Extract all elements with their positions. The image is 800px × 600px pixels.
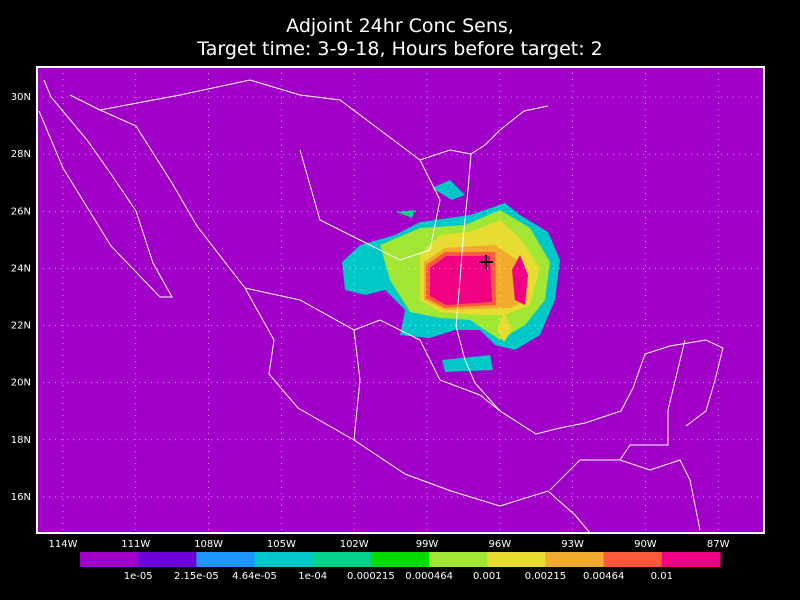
lat-label: 28N: [11, 149, 31, 160]
colorbar: 1e-05 2.15e-05 4.64e-05 1e-04 0.000215 0.0004…: [80, 552, 721, 582]
colorbar-swatch: [138, 552, 197, 567]
lon-label: 99W: [416, 539, 439, 550]
colorbar-label: 0.00215: [525, 571, 566, 582]
lat-label: 18N: [11, 435, 31, 446]
lat-label: 20N: [11, 378, 31, 389]
lat-label: 26N: [11, 206, 31, 217]
colorbar-swatch: [487, 552, 546, 567]
map-layer: [37, 67, 764, 533]
lon-label: 105W: [267, 539, 296, 550]
title-line: Target time: 3-9-18, Hours before target…: [196, 38, 603, 60]
colorbar-swatch: [254, 552, 314, 567]
sensitivity-contours: [342, 180, 560, 372]
colorbar-label: 0.00464: [583, 571, 624, 582]
lon-label: 102W: [340, 539, 369, 550]
title-line: Adjoint 24hr Conc Sens,: [286, 15, 514, 37]
colorbar-label: 0.000215: [347, 571, 395, 582]
colorbar-swatch: [661, 552, 721, 567]
colorbar-label: 1e-04: [298, 571, 327, 582]
colorbar-swatch: [370, 552, 430, 567]
lat-label: 30N: [11, 92, 31, 103]
lon-label: 87W: [707, 539, 730, 550]
lon-label: 111W: [121, 539, 150, 550]
lon-label: 90W: [634, 539, 657, 550]
lon-label: 108W: [194, 539, 223, 550]
lon-label: 114W: [49, 539, 78, 550]
colorbar-label: 4.64e-05: [232, 571, 277, 582]
lat-label: 22N: [11, 321, 31, 332]
colorbar-swatch: [545, 552, 605, 567]
lat-label: 16N: [11, 492, 31, 503]
colorbar-label: 1e-05: [124, 571, 153, 582]
colorbar-swatch: [312, 552, 372, 567]
colorbar-label: 2.15e-05: [174, 571, 219, 582]
colorbar-label: 0.000464: [405, 571, 453, 582]
colorbar-label: 0.01: [651, 571, 673, 582]
colorbar-swatch: [196, 552, 256, 567]
target-marker: [479, 255, 493, 269]
colorbar-label: 0.001: [473, 571, 502, 582]
colorbar-swatch: [429, 552, 488, 567]
lat-label: 24N: [11, 263, 31, 274]
lon-label: 93W: [561, 539, 584, 550]
lon-label: 96W: [488, 539, 511, 550]
colorbar-swatch: [80, 552, 139, 567]
colorbar-swatch: [603, 552, 663, 567]
